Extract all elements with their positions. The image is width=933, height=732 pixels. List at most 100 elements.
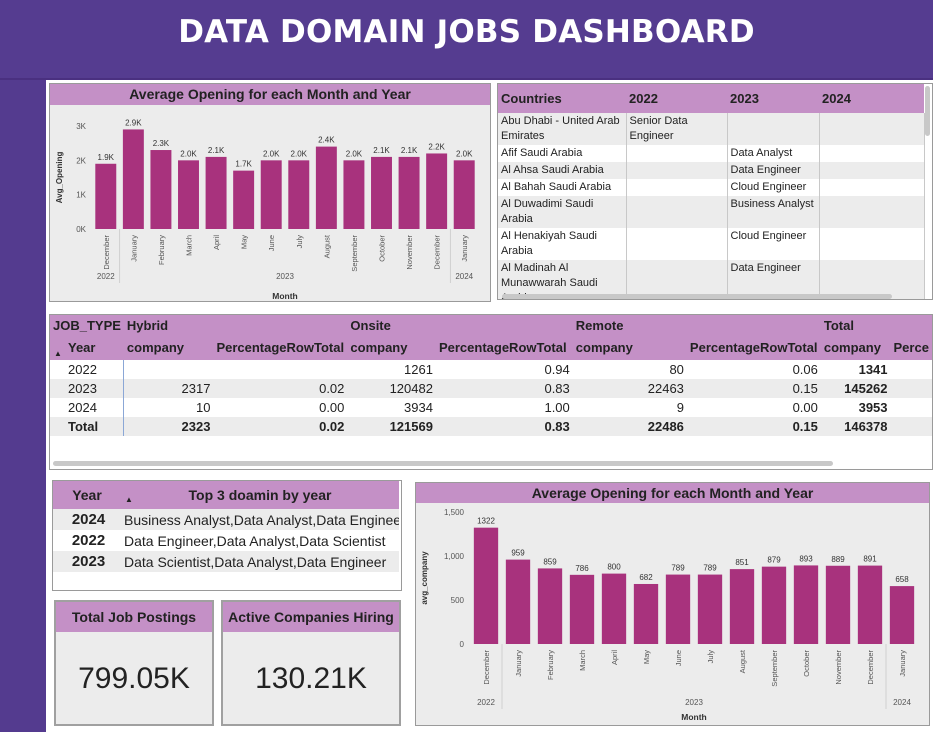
dashboard-header: DATA DOMAIN JOBS DASHBOARD: [0, 0, 933, 80]
cell: 22463: [572, 379, 687, 398]
x-tick-label: August: [738, 649, 747, 673]
bar: [697, 574, 723, 644]
cell: Data Engineer: [727, 162, 820, 179]
subheader-remote-pct[interactable]: PercentageRowTotal: [686, 335, 821, 360]
kpi-total-job-postings[interactable]: Total Job Postings 799.05K: [54, 600, 214, 726]
cell: 2317: [123, 379, 214, 398]
bar: [857, 565, 883, 644]
cell: 0.94: [435, 360, 573, 379]
table-row: 2024 10 0.00 3934 1.00 9 0.00 3953: [50, 398, 932, 417]
cell: Al Bahah Saudi Arabia: [498, 179, 627, 196]
subheader-onsite-company[interactable]: company: [347, 335, 436, 360]
data-label: 2.1K: [401, 146, 418, 155]
data-label: 879: [767, 556, 781, 565]
cell: [123, 360, 214, 379]
x-tick-label: December: [866, 650, 875, 685]
countries-horizontal-scrollbar[interactable]: [502, 294, 892, 299]
data-label: 789: [671, 564, 685, 573]
countries-vertical-scrollbar[interactable]: [925, 86, 930, 136]
cell: 2023: [50, 379, 125, 398]
bar: [95, 163, 117, 229]
countries-table-panel[interactable]: Countries 2022 2023 2024 Abu Dhabi - Uni…: [497, 83, 933, 300]
cell: [890, 379, 932, 398]
data-label: 2.0K: [263, 149, 280, 158]
cell: 2022: [50, 360, 125, 379]
x-tick-label: March: [185, 235, 194, 256]
subheader-onsite-pct[interactable]: PercentageRowTotal: [435, 335, 573, 360]
subheader-hybrid-company[interactable]: company: [123, 335, 214, 360]
subheader-hybrid-pct[interactable]: PercentageRowTotal: [213, 335, 348, 360]
cell: [626, 228, 728, 260]
cell: [819, 145, 925, 162]
cell: 2024: [53, 509, 121, 530]
sort-asc-icon: ▲: [125, 495, 133, 504]
jobtype-matrix-panel[interactable]: JOB_TYPE Hybrid Onsite Remote Total Year…: [49, 314, 933, 470]
bar: [233, 170, 255, 229]
countries-col-header[interactable]: Countries: [498, 84, 626, 113]
cell: 2023: [53, 551, 121, 572]
kpi-active-companies[interactable]: Active Companies Hiring 130.21K: [221, 600, 401, 726]
cell: [819, 228, 925, 260]
col-header-2024[interactable]: 2024: [819, 84, 924, 113]
cell: 145262: [820, 379, 891, 398]
data-label: 959: [511, 549, 525, 558]
data-label: 2.0K: [291, 149, 308, 158]
table-row: Al Duwadimi Saudi Arabia Business Analyst: [498, 196, 925, 228]
chart-avg-opening-title: Average Opening for each Month and Year: [50, 84, 490, 105]
bar: [601, 573, 627, 644]
group-header-onsite[interactable]: Onsite: [347, 315, 573, 335]
chart-avg-company-panel[interactable]: Average Opening for each Month and Year …: [415, 482, 930, 726]
top3-domain-header[interactable]: ▲ Top 3 doamin by year: [121, 481, 399, 509]
bar: [889, 586, 915, 644]
subheader-remote-company[interactable]: company: [572, 335, 687, 360]
x-tick-label: December: [433, 235, 442, 270]
subheader-total-pct[interactable]: Perce: [890, 335, 932, 360]
top3-domain-table: Year ▲ Top 3 doamin by year 2024 Business …: [53, 481, 399, 572]
cell: 1341: [820, 360, 891, 379]
cell: [626, 162, 728, 179]
y-axis-label: Avg_Opening: [55, 152, 64, 204]
table-row: Al Bahah Saudi Arabia Cloud Engineer: [498, 179, 925, 196]
dashboard-title: DATA DOMAIN JOBS DASHBOARD: [178, 14, 755, 50]
data-label: 2.4K: [318, 136, 335, 145]
cell: Abu Dhabi - United Arab Emirates: [498, 113, 627, 145]
cell: [626, 196, 728, 228]
cell: [626, 179, 728, 196]
chart-avg-opening-panel[interactable]: Average Opening for each Month and Year …: [49, 83, 491, 302]
cell: Senior Data Engineer: [626, 113, 728, 145]
bar: [122, 129, 144, 229]
col-header-2023[interactable]: 2023: [727, 84, 819, 113]
bar: [150, 150, 172, 229]
top3-domain-panel[interactable]: Year ▲ Top 3 doamin by year 2024 Business …: [52, 480, 402, 591]
year-row-header[interactable]: Year ▲: [50, 335, 124, 360]
top3-year-header[interactable]: Year: [53, 481, 121, 509]
group-header-remote[interactable]: Remote: [572, 315, 821, 335]
cell: 0.02: [213, 417, 348, 436]
cell: 9: [572, 398, 687, 417]
bar: [665, 574, 691, 644]
bar: [205, 156, 227, 229]
jobtype-corner-label[interactable]: JOB_TYPE: [50, 315, 124, 335]
col-header-2022[interactable]: 2022: [626, 84, 727, 113]
chart-avg-company-title: Average Opening for each Month and Year: [416, 483, 929, 503]
cell: [819, 113, 925, 145]
table-row: 2022 1261 0.94 80 0.06 1341: [50, 360, 932, 379]
subheader-total-company[interactable]: company: [820, 335, 891, 360]
x-tick-label: January: [898, 650, 907, 677]
year-label: 2022: [97, 272, 115, 281]
countries-table: Countries 2022 2023 2024 Abu Dhabi - Uni…: [498, 84, 925, 299]
x-tick-label: July: [706, 650, 715, 664]
cell: [819, 162, 925, 179]
group-header-hybrid[interactable]: Hybrid: [123, 315, 348, 335]
x-tick-label: March: [578, 650, 587, 671]
cell: [819, 179, 925, 196]
table-row: 2022 Data Engineer,Data Analyst,Data Scie…: [53, 530, 399, 551]
cell: [727, 113, 820, 145]
cell: Cloud Engineer: [727, 179, 820, 196]
year-label: 2022: [477, 698, 495, 707]
matrix-horizontal-scrollbar[interactable]: [53, 461, 833, 466]
cell: Business Analyst,Data Analyst,Data Engin…: [121, 509, 399, 530]
group-header-total[interactable]: Total: [820, 315, 932, 335]
bar: [178, 160, 199, 229]
x-tick-label: June: [674, 650, 683, 666]
